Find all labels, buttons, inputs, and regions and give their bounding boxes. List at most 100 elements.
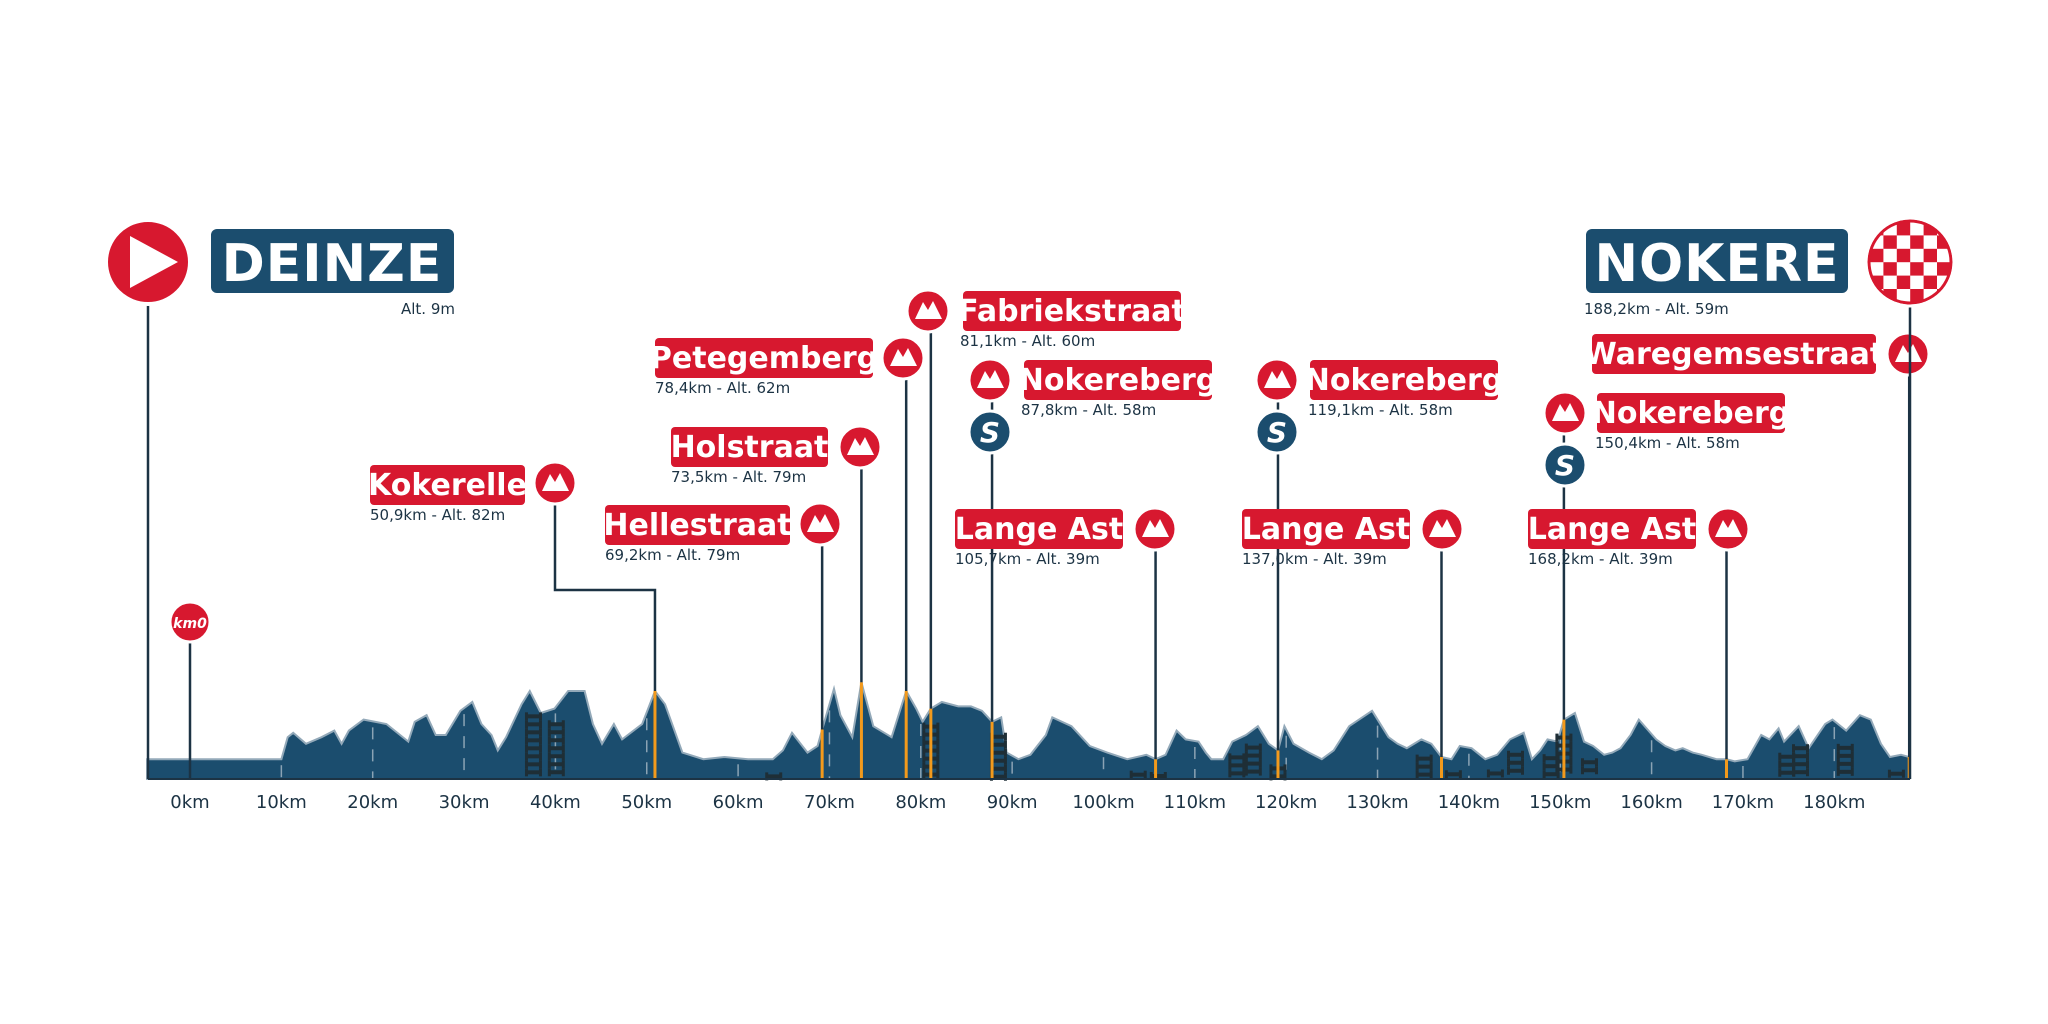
cobble-sector-mark xyxy=(1836,743,1854,776)
climb-detail: 168,2km - Alt. 39m xyxy=(1528,550,1673,568)
mountain-icon xyxy=(1254,357,1300,403)
cobble-sector-mark xyxy=(1444,770,1462,779)
mountain-icon xyxy=(1542,390,1588,436)
climb-name-badge xyxy=(370,465,525,505)
climb-detail: 69,2km - Alt. 79m xyxy=(605,546,740,564)
climb-name-badge xyxy=(605,505,790,545)
x-tick-label: 0km xyxy=(170,792,209,813)
climb-name: Lange Ast xyxy=(955,512,1123,547)
sprint-icon xyxy=(1254,409,1300,455)
mountain-icon xyxy=(1705,506,1751,552)
mountain-icon xyxy=(880,335,926,381)
x-tick-label: 70km xyxy=(804,792,855,813)
cobble-sector-mark xyxy=(1580,758,1598,775)
cobble-sector-mark xyxy=(1244,743,1262,776)
x-tick-label: 30km xyxy=(439,792,490,813)
climb-marker-lines xyxy=(653,682,1911,779)
climb-name: Kokerelle xyxy=(368,468,527,503)
cobble-sector-mark xyxy=(1129,770,1147,779)
sprint-label: S xyxy=(1267,416,1287,449)
x-tick-label: 40km xyxy=(530,792,581,813)
start-marker: DEINZE Alt. 9m xyxy=(104,218,455,779)
x-tick-label: 120km xyxy=(1255,792,1317,813)
start-city-badge xyxy=(211,229,454,293)
x-tick-label: 140km xyxy=(1438,792,1500,813)
climb-name: Lange Ast xyxy=(1528,512,1696,547)
finish-detail: 188,2km - Alt. 59m xyxy=(1584,300,1729,318)
climb-detail: 105,7km - Alt. 39m xyxy=(955,550,1100,568)
climb-detail: 73,5km - Alt. 79m xyxy=(671,468,806,486)
climb-name: Nokereberg xyxy=(1305,363,1503,398)
cobble-sector-mark xyxy=(1486,769,1504,778)
climb-name: Petegemberg xyxy=(650,341,878,376)
climb-name-badge xyxy=(1528,509,1696,549)
km0-label: km0 xyxy=(173,616,207,632)
climb-name: Nokereberg xyxy=(1592,396,1790,431)
elevation-profile xyxy=(146,681,1911,781)
km0-marker: km0 xyxy=(168,600,212,779)
x-tick-label: 20km xyxy=(347,792,398,813)
climb-name: Fabriekstraat xyxy=(958,294,1186,329)
mountain-icon xyxy=(797,501,843,547)
climb-labels: Kokerelle 50,9km - Alt. 82m Hellestraat 69,… xyxy=(368,288,1931,760)
cobble-sector-mark xyxy=(1792,744,1810,777)
mountain-icon xyxy=(1885,331,1931,377)
x-tick-label: 50km xyxy=(621,792,672,813)
climb-name-badge xyxy=(1242,509,1410,549)
cobble-sector-mark xyxy=(524,712,542,777)
mountain-icon xyxy=(532,460,578,506)
x-tick-label: 160km xyxy=(1620,792,1682,813)
climb-name: Lange Ast xyxy=(1242,512,1410,547)
x-tick-label: 110km xyxy=(1164,792,1226,813)
x-tick-label: 10km xyxy=(256,792,307,813)
climb-detail: 137,0km - Alt. 39m xyxy=(1242,550,1387,568)
finish-city-name: NOKERE xyxy=(1594,234,1839,294)
cobble-sector-mark xyxy=(1415,754,1433,779)
climb-detail: 119,1km - Alt. 58m xyxy=(1308,401,1453,419)
mountain-icon xyxy=(1132,506,1178,552)
cobble-sector-mark xyxy=(1506,750,1524,775)
climb-name: Holstraat xyxy=(671,430,829,465)
cobble-sector-mark xyxy=(1778,752,1796,777)
climb-name-badge xyxy=(1597,393,1785,433)
x-tick-label: 80km xyxy=(895,792,946,813)
climb-name: Nokereberg xyxy=(1019,363,1217,398)
climb-detail: 81,1km - Alt. 60m xyxy=(960,332,1095,350)
x-axis-tick-labels: 0km 10km 20km 30km 40km 50km 60km 70km 80km 90km 1… xyxy=(170,792,1865,813)
cobble-sector-mark xyxy=(1228,753,1246,778)
x-tick-label: 150km xyxy=(1529,792,1591,813)
climb-detail: 87,8km - Alt. 58m xyxy=(1021,401,1156,419)
x-tick-label: 60km xyxy=(713,792,764,813)
mountain-icon xyxy=(905,288,951,334)
checkered-flag-icon xyxy=(1864,216,1956,308)
cobble-sector-mark xyxy=(1887,769,1905,778)
climb-name: Waregemsestraat xyxy=(1584,337,1885,372)
sprint-icon xyxy=(967,409,1013,455)
cobble-sectors xyxy=(524,712,1905,781)
x-tick-label: 100km xyxy=(1072,792,1134,813)
climb-name-badge xyxy=(1592,334,1876,374)
finish-marker: NOKERE 188,2km - Alt. 59m xyxy=(1584,216,1956,779)
climb-detail: 50,9km - Alt. 82m xyxy=(370,506,505,524)
play-arrow-icon xyxy=(130,236,178,288)
climb-name-badge xyxy=(655,338,873,378)
mountain-icon xyxy=(837,424,883,470)
x-tick-label: 170km xyxy=(1712,792,1774,813)
climb-name-badge xyxy=(955,509,1123,549)
sprint-icon xyxy=(1542,442,1588,488)
climb-detail: 150,4km - Alt. 58m xyxy=(1595,434,1740,452)
start-city-name: DEINZE xyxy=(222,234,443,294)
climb-name-badge xyxy=(1024,360,1212,400)
climb-name-badge xyxy=(671,427,828,467)
climb-detail: 78,4km - Alt. 62m xyxy=(655,379,790,397)
x-tick-label: 130km xyxy=(1346,792,1408,813)
climb-name-badge xyxy=(963,291,1181,331)
climb-name: Hellestraat xyxy=(603,508,791,543)
mountain-icon xyxy=(967,357,1013,403)
finish-city-badge xyxy=(1586,229,1848,293)
sprint-label: S xyxy=(980,416,1000,449)
climb-name-badge xyxy=(1310,360,1498,400)
sprint-label: S xyxy=(1555,449,1575,482)
climb-leader-line xyxy=(553,505,657,691)
